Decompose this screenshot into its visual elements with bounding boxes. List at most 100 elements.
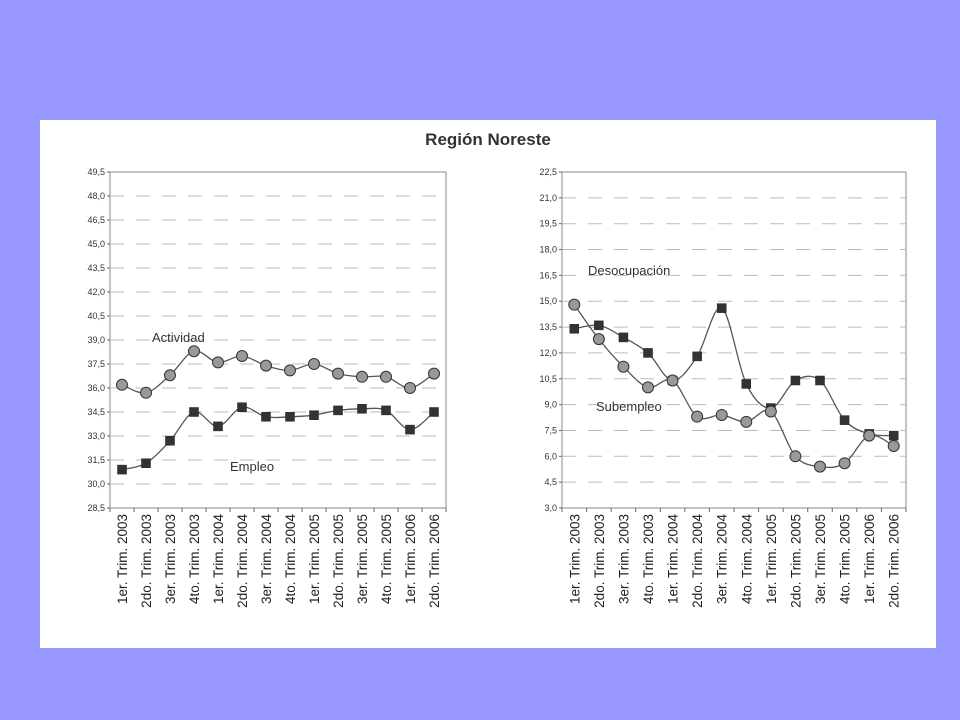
- x-tick-label: 1er. Trim. 2004: [211, 514, 226, 605]
- data-point: [764, 405, 777, 418]
- x-tick-label: 3er. Trim. 2005: [355, 514, 370, 604]
- data-point: [117, 464, 127, 475]
- series-line: [573, 304, 895, 469]
- data-point: [888, 430, 899, 441]
- data-point: [592, 333, 605, 346]
- y-tick-label: 28,5: [87, 503, 105, 513]
- y-tick-label: 34,5: [87, 407, 105, 417]
- data-point: [332, 367, 344, 380]
- data-point: [863, 429, 876, 442]
- data-point: [789, 450, 802, 463]
- data-point: [666, 374, 679, 387]
- data-point: [404, 382, 416, 394]
- y-tick-label: 33,0: [87, 431, 105, 441]
- y-tick-label: 45,0: [87, 239, 105, 249]
- data-point: [569, 324, 580, 334]
- x-tick-label: 4to. Trim. 2005: [379, 514, 394, 604]
- data-point: [643, 348, 653, 358]
- series-label: Empleo: [230, 459, 274, 474]
- x-tick-label: 4to. Trim. 2003: [641, 514, 656, 604]
- y-tick-label: 15,0: [539, 296, 557, 306]
- chart-activity-employment: 28,5 30,0 31,5 33,0 34,5 36,0 37,5 39,0 40,5 42,0…: [87, 167, 447, 608]
- data-point: [814, 460, 826, 473]
- data-point: [212, 356, 224, 369]
- y-tick-label: 48,0: [87, 191, 105, 201]
- data-point: [618, 332, 629, 343]
- x-tick-label: 3er. Trim. 2005: [813, 514, 828, 604]
- data-point: [237, 402, 247, 412]
- y-tick-label: 39,0: [87, 335, 105, 345]
- y-tick-label: 49,5: [87, 167, 105, 177]
- data-point: [284, 364, 296, 377]
- data-point: [617, 360, 630, 373]
- data-point: [381, 405, 391, 416]
- chart-unemployment-underemployment: 3,0 4,5 6,0 7,5 9,0 10,5 12,0 13,5 15,0 16,5 18,0 1…: [539, 167, 907, 608]
- x-tick-label: 1er. Trim. 2004: [666, 514, 681, 605]
- y-tick-label: 40,5: [87, 311, 105, 321]
- y-tick-label: 30,0: [87, 479, 105, 489]
- x-tick-label: 1er. Trim. 2003: [115, 514, 130, 604]
- data-point: [815, 375, 825, 386]
- data-point: [838, 457, 851, 470]
- y-tick-label: 6,0: [544, 451, 557, 461]
- x-tick-label: 1er. Trim. 2006: [862, 514, 877, 604]
- y-tick-label: 43,5: [87, 263, 105, 273]
- x-tick-label: 4to. Trim. 2003: [187, 514, 202, 604]
- data-point: [356, 370, 368, 383]
- data-point: [839, 415, 850, 425]
- data-point: [189, 407, 199, 417]
- data-point: [140, 386, 152, 399]
- y-tick-label: 16,5: [539, 270, 557, 280]
- data-point: [309, 410, 319, 420]
- x-tick-label: 2do. Trim. 2003: [139, 514, 154, 608]
- data-point: [141, 458, 151, 468]
- y-tick-label: 21,0: [539, 193, 557, 203]
- data-point: [405, 424, 415, 435]
- y-tick-label: 3,0: [544, 503, 557, 513]
- data-point: [568, 298, 581, 311]
- x-tick-label: 3er. Trim. 2003: [163, 514, 178, 604]
- data-point: [165, 436, 175, 446]
- x-tick-label: 3er. Trim. 2003: [616, 514, 631, 604]
- data-point: [236, 350, 248, 362]
- data-point: [692, 351, 702, 362]
- x-tick-label: 2do. Trim. 2005: [331, 514, 346, 608]
- data-point: [164, 369, 176, 382]
- y-tick-label: 18,0: [539, 245, 557, 255]
- x-tick-label: 4to. Trim. 2004: [739, 514, 754, 605]
- data-point: [285, 412, 295, 422]
- data-point: [429, 407, 439, 417]
- data-point: [333, 405, 343, 416]
- y-tick-label: 46,5: [87, 215, 105, 225]
- data-point: [428, 367, 440, 380]
- x-tick-label: 2do. Trim. 2006: [427, 514, 442, 608]
- x-tick-label: 2do. Trim. 2003: [592, 514, 607, 608]
- page-title: Región Noreste: [425, 130, 551, 149]
- y-tick-label: 12,0: [539, 348, 557, 358]
- data-point: [594, 320, 604, 331]
- x-tick-label: 1er. Trim. 2005: [764, 514, 779, 604]
- data-point: [741, 379, 752, 389]
- x-tick-label: 1er. Trim. 2005: [307, 514, 322, 604]
- data-point: [357, 404, 367, 414]
- x-tick-label: 2do. Trim. 2004: [235, 514, 250, 608]
- data-point: [308, 358, 320, 370]
- data-point: [188, 345, 200, 358]
- y-tick-label: 42,0: [87, 287, 105, 297]
- data-point: [261, 412, 271, 422]
- y-tick-label: 31,5: [87, 455, 105, 465]
- data-point: [380, 370, 392, 383]
- data-point: [715, 408, 728, 421]
- series-label: Subempleo: [596, 399, 662, 414]
- x-tick-label: 3er. Trim. 2004: [259, 514, 274, 605]
- y-tick-label: 13,5: [539, 322, 557, 332]
- y-tick-label: 36,0: [87, 383, 105, 393]
- data-point: [790, 375, 801, 386]
- y-tick-label: 7,5: [544, 425, 557, 435]
- y-tick-label: 10,5: [539, 374, 557, 384]
- data-point: [642, 381, 654, 394]
- x-tick-label: 2do. Trim. 2004: [690, 514, 705, 608]
- data-point: [213, 421, 223, 432]
- series-label: Desocupación: [588, 263, 670, 278]
- y-tick-label: 19,5: [539, 219, 557, 229]
